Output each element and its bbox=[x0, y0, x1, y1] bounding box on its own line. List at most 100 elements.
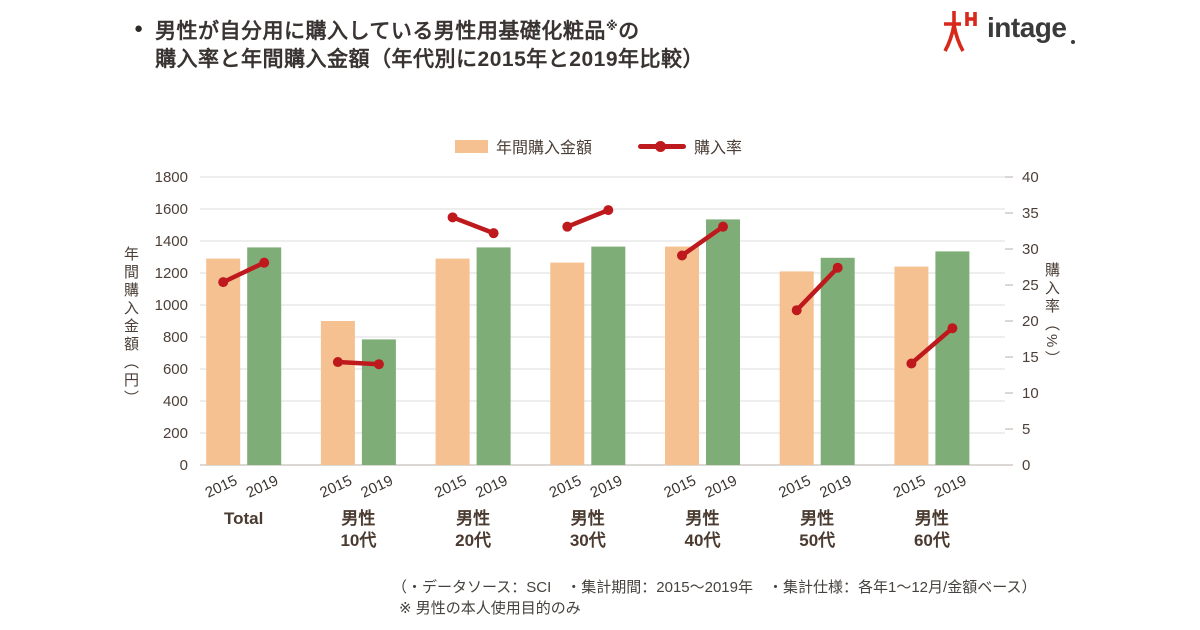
year-tick-text: 2019 bbox=[358, 472, 395, 502]
category-label: 20代 bbox=[455, 530, 491, 550]
rate-point-2019 bbox=[373, 359, 384, 370]
category-label: 60代 bbox=[914, 530, 950, 550]
rate-point-2019 bbox=[488, 228, 499, 239]
year-tick-label: 2015 bbox=[432, 472, 469, 502]
bar-amount-2015 bbox=[435, 258, 470, 465]
bar-amount-2019 bbox=[591, 246, 626, 465]
bar-amount-2019 bbox=[361, 339, 396, 465]
year-tick-text: 2019 bbox=[588, 472, 625, 502]
right-axis-tick-label: 5 bbox=[1022, 421, 1030, 438]
rate-point-2019 bbox=[718, 221, 728, 232]
left-axis-tick-label: 400 bbox=[163, 393, 188, 410]
bar-amount-2015 bbox=[206, 258, 241, 465]
year-tick-label: 2019 bbox=[702, 472, 739, 502]
right-axis-tick-label: 0 bbox=[1022, 457, 1030, 474]
rate-point-2015 bbox=[906, 358, 917, 369]
chart-legend: 年間購入金額 購入率 bbox=[455, 134, 742, 158]
category-label: 男性 bbox=[800, 508, 834, 528]
rate-point-2019 bbox=[832, 262, 843, 273]
left-axis-tick-label: 1000 bbox=[155, 297, 188, 314]
year-tick-text: 2015 bbox=[317, 472, 354, 502]
right-axis-tick-label: 15 bbox=[1022, 349, 1039, 366]
category-label: 男性 bbox=[686, 508, 720, 528]
bar-legend-swatch-icon bbox=[455, 139, 488, 153]
year-tick-text: 2015 bbox=[547, 472, 584, 502]
left-axis-title: 年間購入金額（円） bbox=[122, 246, 139, 408]
year-tick-label: 2015 bbox=[891, 472, 928, 502]
category-label: 男性 bbox=[456, 508, 490, 528]
year-tick-text: 2015 bbox=[891, 472, 928, 502]
right-axis-tick-label: 10 bbox=[1022, 385, 1039, 402]
year-tick-text: 2019 bbox=[702, 472, 739, 502]
left-axis-tick-label: 1600 bbox=[155, 201, 188, 218]
year-tick-label: 2019 bbox=[817, 472, 854, 502]
year-tick-label: 2019 bbox=[358, 472, 395, 502]
bar-amount-2019 bbox=[935, 251, 970, 465]
year-tick-text: 2015 bbox=[776, 472, 813, 502]
footer-asterisk-note: ※ 男性の本人使用目的のみ bbox=[399, 600, 581, 617]
category-label: 男性 bbox=[341, 508, 375, 528]
category-label: 40代 bbox=[685, 530, 721, 550]
intage-logo-mark-icon bbox=[943, 10, 977, 52]
rate-line-segment bbox=[909, 325, 955, 366]
year-tick-text: 2019 bbox=[932, 472, 969, 502]
left-axis-tick-label: 1200 bbox=[155, 265, 188, 282]
year-tick-label: 2015 bbox=[203, 472, 240, 502]
rate-point-2015 bbox=[447, 212, 458, 223]
intage-logo-dot bbox=[1071, 40, 1076, 44]
category-label: 30代 bbox=[570, 530, 606, 550]
category-label: 男性 bbox=[915, 508, 949, 528]
intage-logo-text: intage bbox=[987, 12, 1067, 43]
right-axis-tick-label: 30 bbox=[1022, 241, 1039, 258]
year-tick-label: 2019 bbox=[932, 472, 969, 502]
right-axis-title: 購入率（%） bbox=[1043, 262, 1060, 369]
footer-note: （・データソース：SCI ・集計期間：2015～2019年 ・集計仕様：各年1～… bbox=[392, 577, 1036, 619]
right-axis-tick-label: 35 bbox=[1022, 205, 1039, 222]
line-legend-swatch-icon bbox=[638, 140, 687, 152]
bar-amount-2019 bbox=[706, 219, 740, 465]
rate-point-2015 bbox=[332, 357, 343, 368]
rate-line-segment bbox=[335, 359, 382, 367]
left-axis-tick-label: 1800 bbox=[155, 169, 188, 186]
rate-point-2015 bbox=[562, 221, 573, 232]
year-tick-label: 2019 bbox=[244, 472, 281, 502]
year-tick-label: 2015 bbox=[661, 472, 698, 502]
category-label: 50代 bbox=[799, 530, 835, 550]
left-axis-tick-label: 600 bbox=[163, 361, 188, 378]
year-tick-text: 2015 bbox=[203, 472, 240, 502]
left-axis-tick-label: 0 bbox=[180, 457, 188, 474]
bar-amount-2015 bbox=[665, 246, 699, 465]
rate-point-2019 bbox=[603, 205, 614, 216]
left-axis-tick-label: 1400 bbox=[155, 233, 188, 250]
year-tick-label: 2019 bbox=[473, 472, 510, 502]
header: ● 男性が自分用に購入している男性用基礎化粧品※の 購入率と年間購入金額（年代別… bbox=[134, 12, 704, 74]
footer-source-note: （・データソース：SCI ・集計期間：2015～2019年 ・集計仕様：各年1～… bbox=[392, 579, 1037, 596]
year-tick-label: 2015 bbox=[317, 472, 354, 502]
category-label: 10代 bbox=[340, 530, 376, 550]
bar-amount-2019 bbox=[247, 247, 282, 465]
rate-point-2019 bbox=[947, 323, 958, 334]
left-axis-tick-label: 200 bbox=[163, 425, 188, 442]
bar-amount-2015 bbox=[320, 321, 355, 465]
bar-amount-2015 bbox=[779, 271, 814, 465]
page-title-line1: 男性が自分用に購入している男性用基礎化粧品※の bbox=[155, 19, 640, 43]
right-axis-tick-label: 40 bbox=[1022, 169, 1039, 186]
rate-line-segment bbox=[450, 215, 496, 236]
page-title-line2: 購入率と年間購入金額（年代別に2015年と2019年比較） bbox=[155, 48, 704, 71]
bar-amount-2019 bbox=[476, 247, 511, 465]
category-label: 男性 bbox=[571, 508, 605, 528]
rate-point-2015 bbox=[218, 277, 229, 288]
rate-point-2015 bbox=[677, 250, 687, 261]
line-legend-label: 購入率 bbox=[694, 140, 743, 157]
year-tick-text: 2019 bbox=[244, 472, 281, 502]
year-tick-label: 2015 bbox=[776, 472, 813, 502]
rate-line-segment bbox=[565, 207, 611, 229]
right-axis-tick-label: 25 bbox=[1022, 277, 1039, 294]
year-tick-label: 2019 bbox=[588, 472, 625, 502]
bar-amount-2015 bbox=[550, 262, 585, 465]
title-bullet-icon: ● bbox=[134, 20, 144, 37]
rate-point-2015 bbox=[791, 305, 802, 316]
title-footnote-marker: ※ bbox=[605, 19, 619, 33]
year-tick-label: 2015 bbox=[547, 472, 584, 502]
